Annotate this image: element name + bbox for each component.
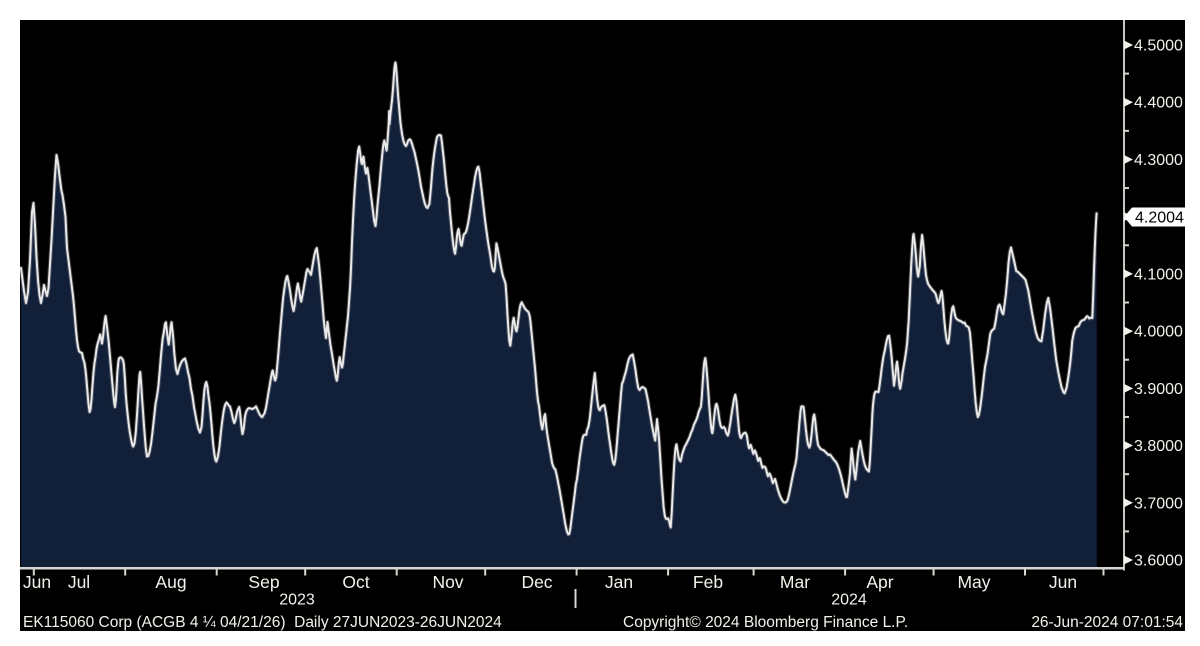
svg-text:4.3000: 4.3000 (1134, 152, 1183, 169)
svg-text:Mar: Mar (780, 572, 810, 592)
svg-text:Jun: Jun (1049, 572, 1077, 592)
svg-text:3.7000: 3.7000 (1134, 495, 1183, 512)
svg-text:Copyright© 2024 Bloomberg Fina: Copyright© 2024 Bloomberg Finance L.P. (623, 614, 908, 631)
svg-text:4.1000: 4.1000 (1134, 266, 1183, 283)
svg-text:Sep: Sep (248, 572, 279, 592)
svg-text:Jun: Jun (23, 572, 51, 592)
svg-text:26-Jun-2024 07:01:54: 26-Jun-2024 07:01:54 (1031, 614, 1183, 631)
svg-text:3.6000: 3.6000 (1134, 553, 1183, 570)
svg-text:Jan: Jan (605, 572, 633, 592)
svg-text:3.9000: 3.9000 (1134, 381, 1183, 398)
svg-text:3.8000: 3.8000 (1134, 438, 1183, 455)
svg-text:4.0000: 4.0000 (1134, 324, 1183, 341)
svg-text:EK115060 Corp (ACGB 4 ¼ 04/21/: EK115060 Corp (ACGB 4 ¼ 04/21/26) Daily … (23, 614, 502, 631)
svg-text:2023: 2023 (279, 592, 315, 609)
svg-text:Dec: Dec (521, 572, 552, 592)
svg-text:2024: 2024 (831, 592, 867, 609)
svg-text:May: May (957, 572, 990, 592)
svg-text:Nov: Nov (432, 572, 463, 592)
svg-text:Feb: Feb (693, 572, 723, 592)
svg-text:4.5000: 4.5000 (1134, 38, 1183, 55)
svg-text:Jul: Jul (68, 572, 90, 592)
svg-text:Apr: Apr (866, 572, 893, 592)
svg-text:Aug: Aug (155, 572, 186, 592)
svg-text:4.4000: 4.4000 (1134, 95, 1183, 112)
svg-text:4.2004: 4.2004 (1135, 210, 1184, 227)
svg-text:Oct: Oct (342, 572, 369, 592)
